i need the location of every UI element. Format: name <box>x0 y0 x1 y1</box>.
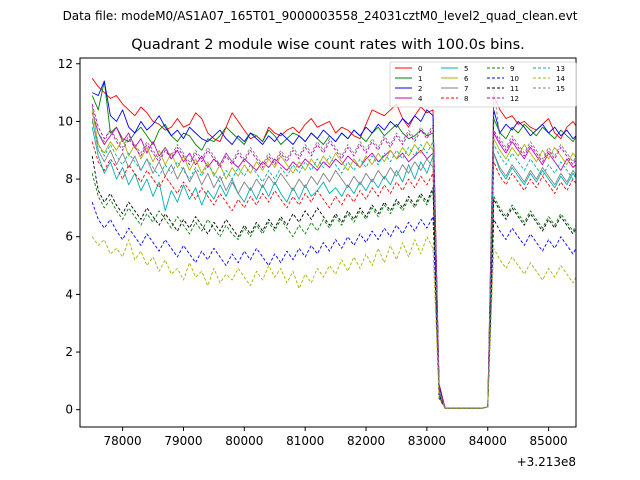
series-line-13 <box>91 121 576 409</box>
series-line-7 <box>91 118 576 409</box>
legend-label: 10 <box>510 75 519 83</box>
x-tick-label: 79000 <box>164 434 202 448</box>
series-line-0 <box>91 77 576 409</box>
y-tick-label: 12 <box>58 57 73 71</box>
x-offset-label: +3.213e8 <box>517 455 576 469</box>
series-line-14 <box>91 236 576 409</box>
x-axis: 78000 79000 80000 81000 82000 83000 84000 85000 <box>104 427 568 448</box>
x-tick-label: 85000 <box>530 434 568 448</box>
series-line-1 <box>91 80 576 409</box>
series-line-11 <box>91 155 576 409</box>
series-line-8 <box>91 141 576 409</box>
axes-frame <box>79 57 577 428</box>
legend-label: 0 <box>418 65 422 73</box>
y-tick-label: 2 <box>65 345 73 359</box>
series-line-12 <box>91 103 576 409</box>
series-line-4 <box>91 112 576 409</box>
legend-label: 7 <box>464 85 468 93</box>
legend-label: 4 <box>418 95 423 103</box>
y-tick-label: 6 <box>65 230 73 244</box>
legend-label: 6 <box>464 75 469 83</box>
legend-label: 13 <box>556 65 565 73</box>
series-line-10 <box>91 201 576 409</box>
x-tick-label: 84000 <box>469 434 507 448</box>
series-line-5 <box>91 127 576 409</box>
series-line-6 <box>91 109 576 409</box>
x-tick-label: 78000 <box>104 434 142 448</box>
legend-label: 14 <box>556 75 565 83</box>
series-line-15 <box>91 86 576 409</box>
y-tick-label: 4 <box>65 287 73 301</box>
x-tick-label: 83000 <box>408 434 446 448</box>
suptitle: Data file: modeM0/AS1A07_165T01_90000035… <box>63 9 578 23</box>
legend-box <box>389 61 577 108</box>
y-tick-label: 8 <box>65 172 73 186</box>
legend-label: 2 <box>418 85 422 93</box>
y-tick-label: 10 <box>58 114 73 128</box>
series-layer <box>91 77 576 409</box>
legend-label: 9 <box>510 65 514 73</box>
x-tick-label: 80000 <box>225 434 263 448</box>
series-line-9 <box>91 173 576 409</box>
legend-label: 11 <box>510 85 519 93</box>
plot-area: 78000 79000 80000 81000 82000 83000 84000 85000… <box>58 57 577 469</box>
series-line-2 <box>92 80 576 409</box>
legend-label: 8 <box>464 95 468 103</box>
legend-label: 1 <box>418 75 422 83</box>
x-tick-label: 81000 <box>286 434 324 448</box>
y-tick-label: 0 <box>65 403 73 417</box>
x-tick-label: 82000 <box>347 434 385 448</box>
y-axis: 0 2 4 6 8 10 12 <box>58 57 80 417</box>
legend-label: 12 <box>510 95 519 103</box>
chart-title: Quadrant 2 module wise count rates with … <box>131 37 525 53</box>
legend-label: 5 <box>464 65 468 73</box>
legend-label: 15 <box>556 85 565 93</box>
